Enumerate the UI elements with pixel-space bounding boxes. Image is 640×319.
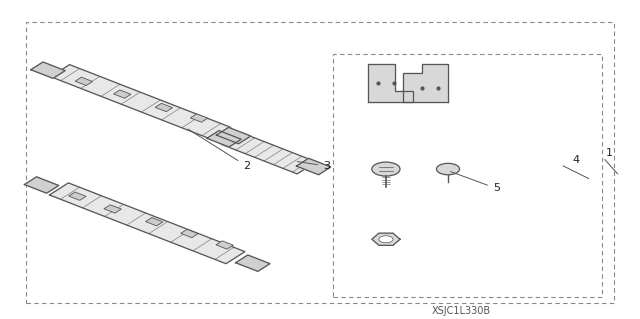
Bar [145,218,163,226]
Polygon shape [49,183,245,264]
Bar [180,229,198,238]
Circle shape [372,162,400,176]
Polygon shape [207,130,241,147]
Text: 2: 2 [188,129,250,171]
Bar [68,192,86,200]
Text: 5: 5 [451,172,500,193]
Polygon shape [368,64,413,102]
Polygon shape [31,62,65,78]
Polygon shape [221,132,316,174]
Polygon shape [296,158,331,175]
Polygon shape [403,64,448,102]
Bar [75,77,93,85]
Bar [216,241,234,249]
Bar [155,103,173,112]
Bar [26,22,614,303]
Polygon shape [216,127,251,144]
Text: 3: 3 [297,161,330,171]
Text: 1: 1 [606,148,613,158]
Polygon shape [372,233,400,245]
Bar [190,114,208,122]
Polygon shape [236,255,270,271]
Polygon shape [24,177,59,193]
Circle shape [436,163,460,175]
Text: 4: 4 [573,155,580,165]
Polygon shape [51,65,231,139]
Text: XSJC1L330B: XSJC1L330B [431,306,490,316]
Bar [333,54,602,297]
Circle shape [379,236,393,243]
Bar [113,90,131,98]
Bar [104,205,122,213]
